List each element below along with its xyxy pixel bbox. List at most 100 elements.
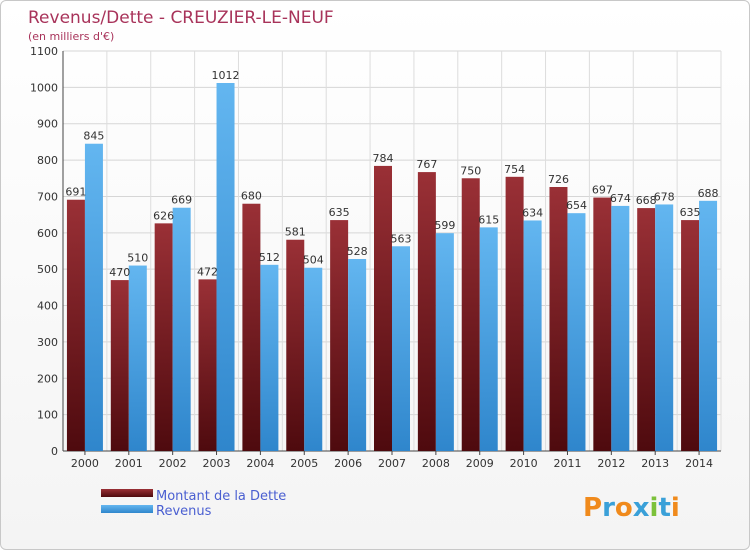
data-label-revenus: 599 <box>434 219 455 232</box>
data-label-revenus: 654 <box>566 199 587 212</box>
data-label-revenus: 634 <box>522 206 543 219</box>
bar-revenus <box>392 246 410 451</box>
bar-revenus <box>216 83 235 451</box>
data-label-revenus: 674 <box>610 192 631 205</box>
data-label-dette: 691 <box>65 186 86 199</box>
x-tick-label: 2003 <box>203 457 231 470</box>
data-label-revenus: 510 <box>127 252 148 265</box>
y-tick-label: 700 <box>37 190 58 203</box>
bar-dette <box>593 197 612 451</box>
y-tick-label: 0 <box>51 445 58 458</box>
legend: Montant de la Dette Revenus <box>101 489 286 519</box>
x-tick-label: 2010 <box>510 457 538 470</box>
x-tick-label: 2011 <box>553 457 581 470</box>
bar-dette <box>286 239 305 451</box>
data-label-dette: 635 <box>680 206 701 219</box>
data-label-revenus: 528 <box>347 245 368 258</box>
bars <box>66 83 718 452</box>
bar-revenus <box>567 213 586 451</box>
data-label-dette: 754 <box>504 163 525 176</box>
data-label-dette: 581 <box>285 226 306 239</box>
data-label-dette: 726 <box>548 173 569 186</box>
y-tick-label: 100 <box>37 409 58 422</box>
bar-dette <box>374 165 392 451</box>
x-tick-label: 2008 <box>422 457 450 470</box>
data-label-dette: 680 <box>241 190 262 203</box>
data-label-revenus: 615 <box>478 213 499 226</box>
bar-revenus <box>84 143 103 451</box>
bar-revenus <box>304 267 323 451</box>
x-tick-label: 2012 <box>597 457 625 470</box>
bar-dette <box>66 199 85 451</box>
logo-letter: P <box>583 493 602 523</box>
data-label-dette: 472 <box>197 265 218 278</box>
data-label-revenus: 678 <box>654 190 675 203</box>
x-tick-label: 2009 <box>466 457 494 470</box>
logo-letter: x <box>633 493 650 523</box>
legend-swatch-revenus <box>101 505 153 513</box>
bar-dette <box>505 176 524 451</box>
data-label-revenus: 504 <box>303 254 324 267</box>
data-label-dette: 697 <box>592 184 613 197</box>
bar-revenus <box>435 233 454 451</box>
legend-label-dette: Montant de la Dette <box>156 489 286 504</box>
data-label-revenus: 563 <box>391 232 412 245</box>
y-tick-label: 900 <box>37 118 58 131</box>
chart-subtitle: (en milliers d'€) <box>28 30 114 43</box>
logo-letter: i <box>650 493 659 523</box>
data-label-dette: 750 <box>460 164 481 177</box>
y-tick-label: 800 <box>37 154 58 167</box>
y-tick-label: 400 <box>37 300 58 313</box>
x-tick-label: 2007 <box>378 457 406 470</box>
y-tick-label: 600 <box>37 227 58 240</box>
bar-revenus <box>611 205 630 451</box>
data-label-dette: 470 <box>109 266 130 279</box>
bar-revenus <box>172 207 191 451</box>
y-tick-label: 1100 <box>30 45 58 58</box>
bar-dette <box>637 208 656 451</box>
x-tick-label: 2006 <box>334 457 362 470</box>
bar-revenus <box>479 227 498 451</box>
bar-revenus <box>655 204 674 451</box>
bar-dette <box>461 178 480 452</box>
bar-dette <box>681 220 700 451</box>
bar-revenus <box>699 200 718 451</box>
logo-letter: t <box>658 493 670 523</box>
x-tick-label: 2000 <box>71 457 99 470</box>
bar-dette <box>417 172 436 451</box>
logo-letter: i <box>671 493 680 523</box>
x-tick-label: 2014 <box>685 457 713 470</box>
data-label-revenus: 1012 <box>212 69 240 82</box>
bar-revenus <box>523 220 542 451</box>
bar-revenus <box>128 265 147 451</box>
y-tick-label: 500 <box>37 263 58 276</box>
bar-dette <box>242 203 261 451</box>
legend-label-revenus: Revenus <box>156 504 212 519</box>
x-tick-label: 2013 <box>641 457 669 470</box>
bar-dette <box>330 220 349 451</box>
data-label-revenus: 688 <box>698 187 719 200</box>
chart-title: Revenus/Dette - CREUZIER-LE-NEUF <box>28 8 334 28</box>
data-label-revenus: 512 <box>259 251 280 264</box>
x-tick-label: 2004 <box>246 457 274 470</box>
y-tick-label: 300 <box>37 336 58 349</box>
y-tick-label: 1000 <box>30 81 58 94</box>
bar-dette <box>154 223 173 451</box>
data-label-dette: 767 <box>416 158 437 171</box>
bar-revenus <box>348 259 367 451</box>
bar-dette <box>549 187 568 451</box>
x-tick-label: 2002 <box>159 457 187 470</box>
data-label-dette: 626 <box>153 209 174 222</box>
x-tick-label: 2001 <box>115 457 143 470</box>
data-label-dette: 668 <box>636 194 657 207</box>
data-label-dette: 635 <box>329 206 350 219</box>
bar-dette <box>198 279 217 451</box>
axes: 0 100 200 300 400 500 600 700 800 900 1000 1100 2000… <box>30 45 721 470</box>
data-label-revenus: 845 <box>83 130 104 143</box>
proxiti-logo: Proxiti <box>583 493 680 523</box>
data-label-revenus: 669 <box>171 194 192 207</box>
x-tick-label: 2005 <box>290 457 318 470</box>
